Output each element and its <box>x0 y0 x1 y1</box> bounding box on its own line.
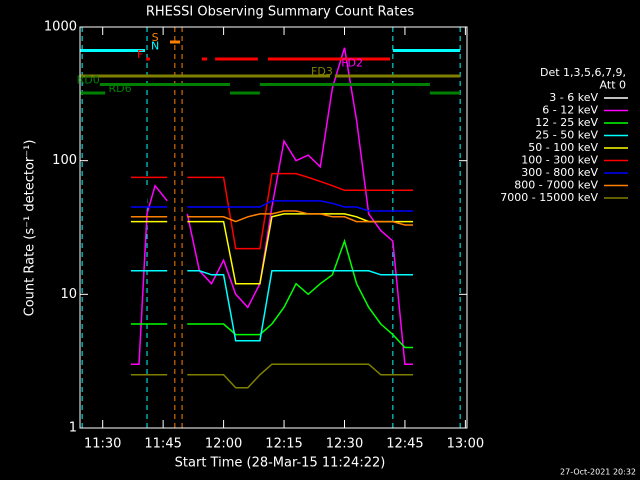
series-line <box>130 363 413 389</box>
y-tick-label: 1000 <box>44 20 77 35</box>
flag-label: FD3 <box>311 65 333 78</box>
x-tick-label: 12:30 <box>326 437 363 452</box>
footer: 27-Oct-2021 20:32 <box>560 468 636 477</box>
legend-label: 800 - 7000 keV <box>514 179 598 192</box>
flag-label: S <box>152 31 159 44</box>
x-tick-label: 12:45 <box>386 437 423 452</box>
series-line <box>130 270 413 342</box>
x-axis-label: Start Time (28-Mar-15 11:24:22) <box>175 456 386 471</box>
legend-label: 12 - 25 keV <box>535 116 598 129</box>
chart-title: RHESSI Observing Summary Count Rates <box>146 5 415 20</box>
series-line <box>130 172 413 250</box>
flag-label: RD6 <box>108 82 131 95</box>
legend-label: 6 - 12 keV <box>542 104 598 117</box>
series-line <box>130 238 413 349</box>
flag-label: FD2 <box>341 57 363 70</box>
series-line <box>130 47 413 365</box>
y-tick-label: 100 <box>52 153 77 168</box>
y-axis-label: Count Rate (s⁻¹ detector⁻¹) <box>23 140 38 317</box>
legend-label: 300 - 800 keV <box>521 166 598 179</box>
legend-label: 100 - 300 keV <box>521 154 598 167</box>
flag-label: N <box>151 40 159 53</box>
plot-frame <box>79 26 468 429</box>
legend-title: Att 0 <box>600 79 626 92</box>
x-tick-label: 12:15 <box>265 437 302 452</box>
legend-label: 7000 - 15000 keV <box>500 191 598 204</box>
series-line <box>130 200 413 212</box>
legend-label: 25 - 50 keV <box>535 129 598 142</box>
legend-label: 3 - 6 keV <box>549 91 598 104</box>
legend-label: 50 - 100 keV <box>528 141 598 154</box>
x-tick-label: 12:00 <box>205 437 242 452</box>
x-tick-label: 13:00 <box>447 437 484 452</box>
y-tick-label: 10 <box>60 287 77 302</box>
series-line <box>130 210 413 226</box>
series-line <box>130 74 413 365</box>
flag-label: F <box>137 48 143 61</box>
x-tick-label: 11:30 <box>84 437 121 452</box>
y-tick-label: 1 <box>69 421 77 436</box>
x-tick-label: 11:45 <box>144 437 181 452</box>
legend-title: Det 1,3,5,6,7,9, <box>540 66 626 79</box>
flag-label: RD0 <box>77 74 100 87</box>
